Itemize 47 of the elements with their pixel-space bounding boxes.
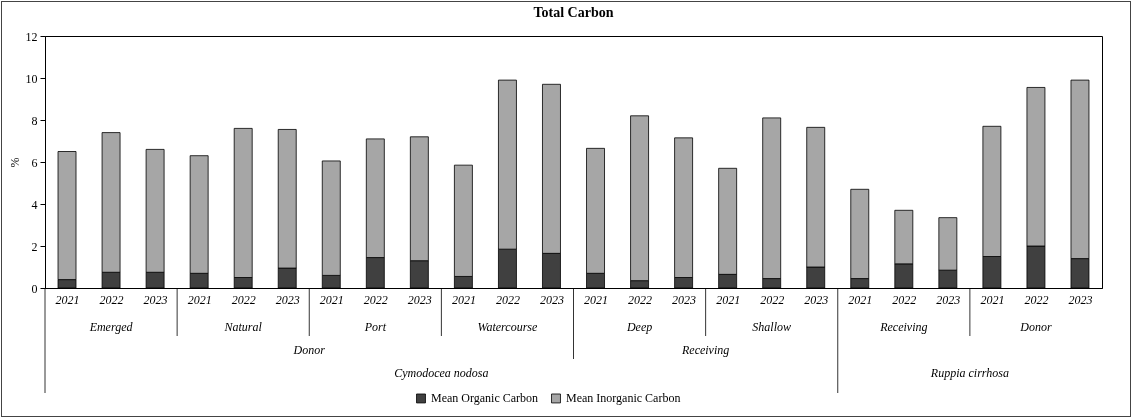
x-tick-label: 2023 (804, 292, 829, 307)
x-tick-label: 2022 (628, 292, 653, 307)
text: Cymodocea nodosa (394, 366, 489, 380)
x-tick-label: 2021 (319, 292, 344, 307)
x-tick-label: 2022 (99, 292, 124, 307)
text: Receiving (680, 343, 730, 357)
x-tick-label: 2021 (848, 292, 873, 307)
x-tick-label: 2021 (451, 292, 476, 307)
text: Ruppia cirrhosa (929, 366, 1009, 380)
x-tick-label: 2023 (672, 292, 697, 307)
x-tick-label: 2023 (143, 292, 168, 307)
text: Deep (625, 320, 653, 334)
x-tick-label: 2023 (539, 292, 564, 307)
text: Receiving (879, 320, 928, 334)
legend-label: Mean Inorganic Carbon (566, 391, 681, 406)
x-tick-label: 2023 (275, 292, 300, 307)
x-tick-label: 2021 (716, 292, 741, 307)
y-axis-title: % (7, 157, 22, 168)
text: Shallow (752, 320, 792, 334)
x-tick-label: 2023 (1068, 292, 1093, 307)
x-tick-label: 2023 (407, 292, 432, 307)
y-tick-label: 4 (31, 197, 38, 212)
text: Donor (1019, 320, 1052, 334)
text: Natural (223, 320, 263, 334)
x-tick-label: 2021 (187, 292, 212, 307)
text: Donor (292, 343, 326, 357)
x-tick-label: 2022 (363, 292, 388, 307)
x-tick-label: 2022 (760, 292, 785, 307)
chart-title: Total Carbon (533, 5, 614, 20)
x-tick-label: 2022 (1024, 292, 1049, 307)
y-tick-label: 6 (31, 155, 38, 170)
y-tick-label: 12 (25, 29, 38, 44)
y-tick-label: 0 (31, 281, 38, 296)
legend-label: Mean Organic Carbon (431, 391, 539, 406)
x-tick-label: 2021 (980, 292, 1005, 307)
x-tick-label: 2022 (892, 292, 917, 307)
y-tick-label: 10 (25, 71, 38, 86)
text: Port (363, 320, 387, 334)
text: Watercourse (477, 320, 538, 334)
y-tick-label: 2 (31, 239, 38, 254)
x-tick-label: 2023 (936, 292, 961, 307)
x-tick-label: 2022 (231, 292, 256, 307)
x-tick-label: 2021 (55, 292, 80, 307)
x-tick-label: 2021 (584, 292, 609, 307)
text: Emerged (88, 320, 134, 334)
y-tick-label: 8 (31, 113, 38, 128)
x-tick-label: 2022 (495, 292, 520, 307)
